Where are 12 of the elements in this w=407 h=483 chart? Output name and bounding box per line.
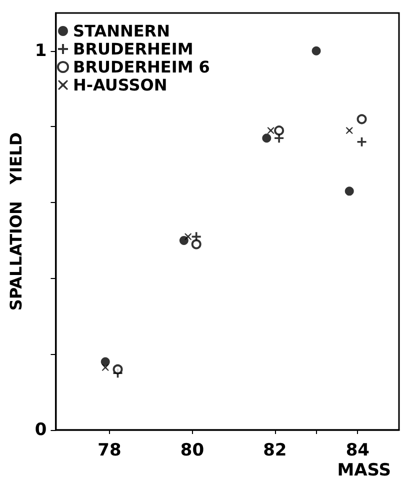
legend-label: BRUDERHEIM (73, 40, 194, 58)
y-tick-label: 0 (34, 420, 47, 440)
legend-label: STANNERN (73, 22, 170, 40)
y-tick-label: 1 (34, 40, 47, 61)
x-axis-title: MASS (337, 460, 391, 480)
x-tick-label: 84 (346, 440, 370, 460)
x-tick-label: 80 (180, 440, 204, 460)
legend-label: BRUDERHEIM 6 (73, 58, 210, 76)
legend-label: H-AUSSON (73, 76, 168, 94)
x-tick-label: 82 (263, 440, 287, 460)
x-tick-label: 78 (98, 440, 122, 460)
y-axis-title: SPALLATION YIELD (6, 132, 26, 311)
